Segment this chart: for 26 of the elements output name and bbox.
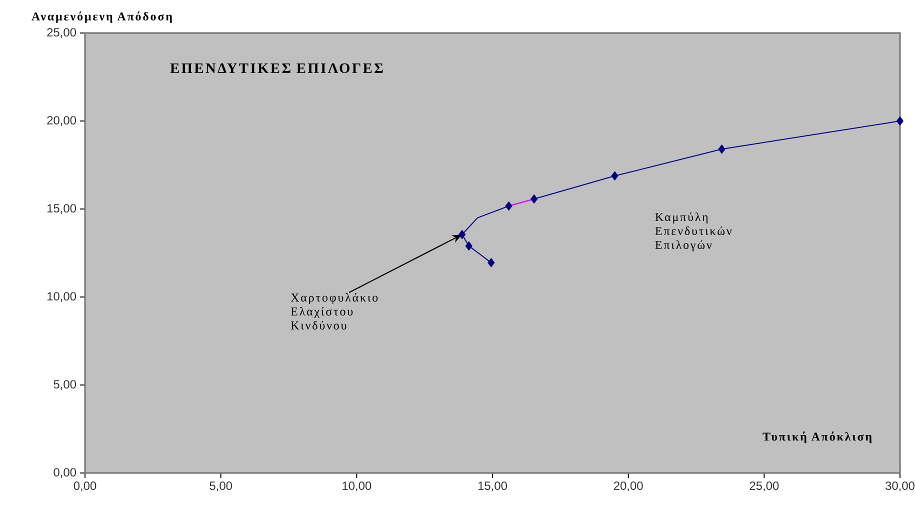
x-tick-label: 0,00 (74, 482, 96, 492)
point (530, 194, 538, 204)
text: ΕΠΕΝΔΥΤΙΚΕΣ ΕΠΙΛΟΓΕΣ (170, 63, 383, 74)
y-tick-label: 25,00 (47, 28, 76, 38)
x-tick-label: 15,00 (478, 482, 507, 492)
y-axis-title: Αναμενόμενη Απόδοση (32, 11, 172, 23)
y-tick-label: 20,00 (47, 116, 76, 126)
annotation: Χαρτοφυλάκιο Ελαχίστου Κινδύνου (290, 293, 378, 330)
y-tick-label: 10,00 (47, 292, 76, 302)
point (896, 116, 904, 126)
point (458, 230, 466, 240)
x-tick-label: 10,00 (342, 482, 372, 492)
point (505, 201, 512, 211)
y-tick-label: 15,00 (47, 204, 76, 214)
x-tick-label: 30,00 (886, 482, 915, 492)
point (465, 241, 472, 251)
annotation: Καμπύλη Επενδυτικών Επιλογών (655, 212, 732, 252)
x-tick-label: 25,00 (750, 482, 779, 492)
point (611, 171, 618, 181)
point (718, 144, 726, 154)
x-tick-label: 20,00 (614, 482, 643, 492)
y-tick-label: 5,00 (54, 380, 76, 390)
x-axis-title: Τυπική Απόκλιση (762, 432, 872, 444)
point (488, 258, 495, 268)
x-tick-label: 5,00 (210, 482, 232, 492)
y-tick-label: 0,00 (54, 468, 76, 478)
